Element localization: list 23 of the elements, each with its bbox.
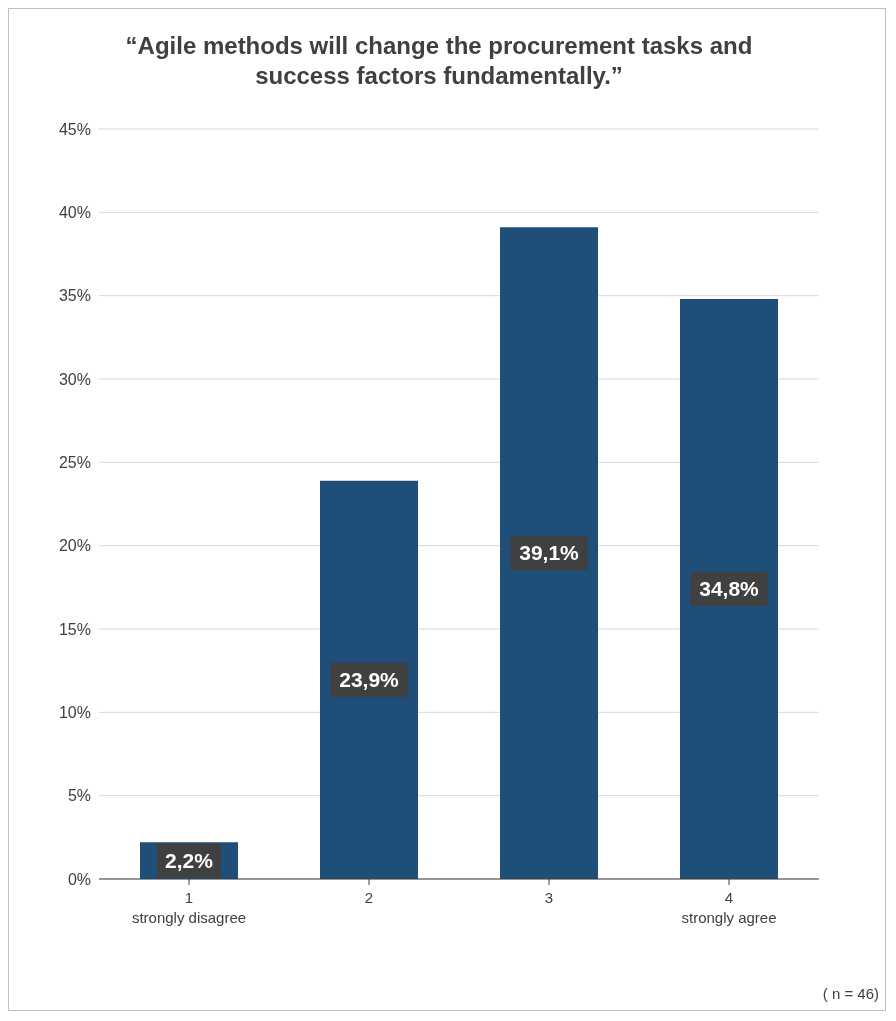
bar bbox=[500, 227, 598, 879]
y-tick-label: 20% bbox=[58, 537, 91, 555]
y-tick-label: 5% bbox=[67, 787, 91, 805]
y-tick-label: 40% bbox=[58, 204, 91, 222]
x-tick-label: 4 strongly agree bbox=[681, 889, 777, 926]
y-tick-label: 15% bbox=[58, 620, 91, 638]
data-label: 23,9% bbox=[339, 667, 400, 691]
y-tick-label: 35% bbox=[58, 287, 91, 305]
x-tick-label: 3 bbox=[544, 889, 554, 906]
data-label: 34,8% bbox=[699, 577, 760, 600]
data-label: 2,2% bbox=[165, 848, 214, 872]
x-tick-label: 2 bbox=[364, 889, 374, 906]
y-tick-label: 30% bbox=[58, 370, 91, 388]
data-label: 39,1% bbox=[519, 541, 580, 565]
x-tick-label: 1 strongly disagree bbox=[131, 889, 247, 926]
chart-title: “Agile methods will change the procurement tasks and success factors fundamentally.” bbox=[124, 31, 754, 91]
y-tick-label: 0% bbox=[67, 870, 91, 888]
y-tick-label: 25% bbox=[58, 454, 91, 472]
y-tick-label: 45% bbox=[58, 120, 91, 138]
y-tick-label: 10% bbox=[58, 704, 91, 722]
text: ( n = 46) bbox=[822, 985, 879, 1002]
bar bbox=[320, 480, 418, 879]
bar bbox=[680, 299, 778, 879]
